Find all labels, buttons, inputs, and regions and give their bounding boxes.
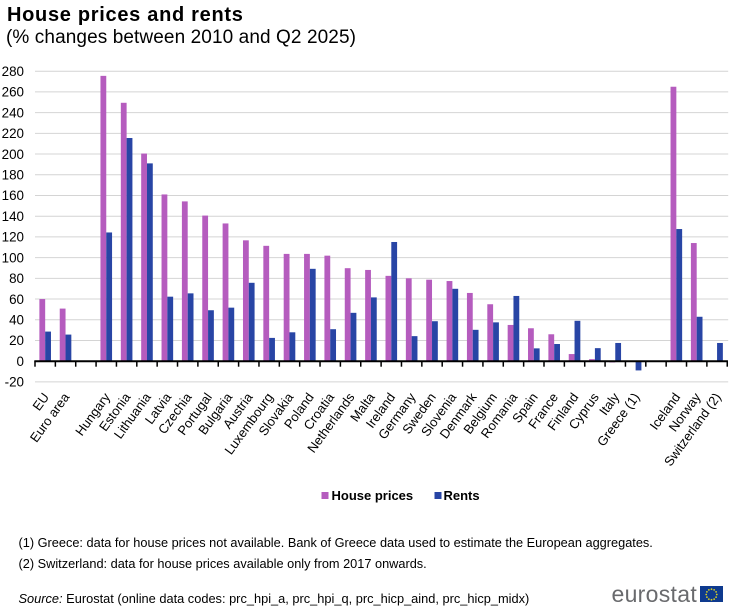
svg-text:40: 40 bbox=[9, 312, 24, 327]
svg-text:100: 100 bbox=[2, 250, 24, 265]
svg-text:200: 200 bbox=[2, 147, 24, 162]
svg-text:240: 240 bbox=[2, 105, 24, 120]
svg-text:120: 120 bbox=[2, 230, 24, 245]
svg-text:-20: -20 bbox=[5, 375, 24, 390]
svg-text:House prices: House prices bbox=[332, 488, 414, 503]
svg-text:180: 180 bbox=[2, 167, 24, 182]
svg-text:80: 80 bbox=[9, 271, 24, 286]
svg-text:220: 220 bbox=[2, 126, 24, 141]
svg-text:280: 280 bbox=[2, 64, 24, 79]
svg-text:140: 140 bbox=[2, 209, 24, 224]
svg-text:60: 60 bbox=[9, 292, 24, 307]
svg-text:0: 0 bbox=[17, 354, 24, 369]
svg-text:20: 20 bbox=[9, 333, 24, 348]
svg-text:160: 160 bbox=[2, 188, 24, 203]
svg-text:260: 260 bbox=[2, 85, 24, 100]
svg-text:Rents: Rents bbox=[444, 488, 480, 503]
